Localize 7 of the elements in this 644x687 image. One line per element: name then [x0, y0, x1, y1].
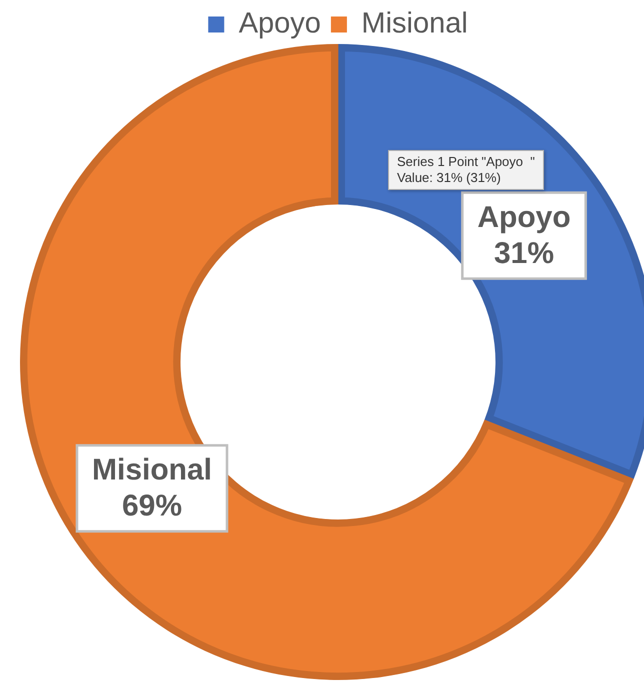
slice-label: Misional: [92, 454, 212, 487]
data-label: 31%: [494, 236, 554, 270]
slice-label: Apoyo: [477, 200, 571, 234]
text: Series 1 Point "Apoyo " Value: 31% (31%): [388, 150, 544, 190]
data-label: 69%: [122, 490, 182, 523]
legend-label: Misional: [361, 8, 468, 40]
legend-label: Apoyo: [238, 8, 321, 40]
